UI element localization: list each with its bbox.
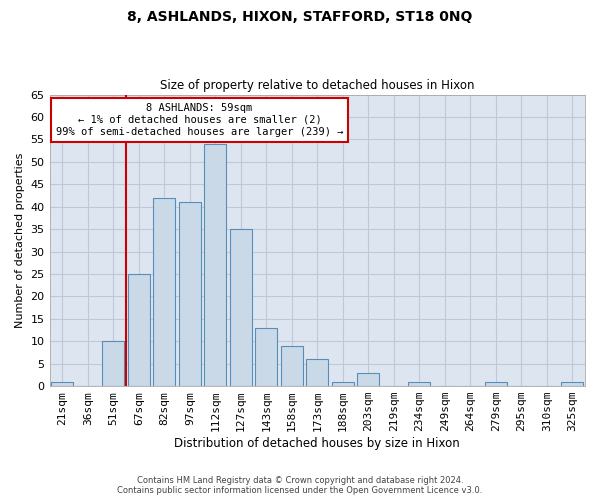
Bar (358, 372, 379, 386)
Bar (179, 202, 200, 386)
Bar (230, 229, 251, 386)
Bar (154, 198, 175, 386)
Bar (307, 359, 328, 386)
Text: 8, ASHLANDS, HIXON, STAFFORD, ST18 0NQ: 8, ASHLANDS, HIXON, STAFFORD, ST18 0NQ (127, 10, 473, 24)
Text: 8 ASHLANDS: 59sqm
← 1% of detached houses are smaller (2)
99% of semi-detached h: 8 ASHLANDS: 59sqm ← 1% of detached house… (56, 104, 343, 136)
Bar (52, 382, 73, 386)
Text: Contains HM Land Registry data © Crown copyright and database right 2024.
Contai: Contains HM Land Registry data © Crown c… (118, 476, 482, 495)
Title: Size of property relative to detached houses in Hixon: Size of property relative to detached ho… (160, 79, 475, 92)
Bar (332, 382, 353, 386)
Bar (256, 328, 277, 386)
Bar (103, 341, 124, 386)
X-axis label: Distribution of detached houses by size in Hixon: Distribution of detached houses by size … (175, 437, 460, 450)
Bar (128, 274, 149, 386)
Bar (205, 144, 226, 386)
Bar (409, 382, 430, 386)
Bar (281, 346, 302, 386)
Bar (562, 382, 583, 386)
Bar (485, 382, 506, 386)
Y-axis label: Number of detached properties: Number of detached properties (15, 152, 25, 328)
